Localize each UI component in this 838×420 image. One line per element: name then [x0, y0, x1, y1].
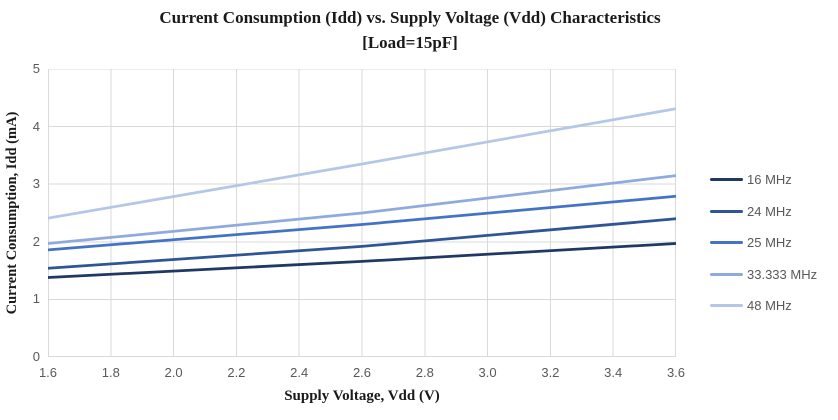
x-tick-label: 3.4	[604, 365, 623, 380]
series-line-24-mhz	[48, 217, 676, 270]
chart-title-line2: [Load=15pF]	[362, 33, 458, 52]
legend-item-48mhz: 48 MHz	[710, 290, 817, 322]
y-tick-label: 4	[32, 118, 40, 134]
x-tick-label: 3.6	[666, 365, 686, 380]
x-tick-label: 3.0	[478, 365, 497, 380]
y-tick-label: 1	[32, 291, 40, 307]
legend-line-swatch	[710, 272, 743, 276]
y-tick-label: 0	[32, 349, 40, 364]
series-line-48-mhz	[48, 107, 676, 220]
legend-label: 48 MHz	[747, 298, 792, 314]
legend-item-16mhz: 16 MHz	[710, 164, 817, 196]
legend-line-swatch	[710, 209, 743, 213]
legend: 16 MHz 24 MHz 25 MHz 33.333 MHz 48 MHz	[710, 164, 817, 322]
y-tick-label: 3	[32, 176, 40, 192]
legend-item-33mhz: 33.333 MHz	[710, 259, 817, 291]
x-tick-label: 2.2	[227, 365, 246, 380]
x-axis-title: Supply Voltage, Vdd (V)	[284, 388, 440, 404]
series-line-25-mhz	[48, 194, 676, 252]
series-line-16-mhz	[48, 242, 676, 279]
legend-label: 33.333 MHz	[747, 266, 818, 282]
x-tick-label: 1.6	[38, 365, 58, 380]
y-axis-title: Current Consumption, Idd (mA)	[4, 111, 20, 315]
x-tick-label: 3.2	[541, 365, 560, 380]
y-tick-label: 5	[32, 61, 40, 76]
x-tick-label: 2.4	[290, 365, 309, 380]
x-tick-label: 2.0	[164, 365, 183, 380]
y-tick-label: 2	[32, 233, 40, 249]
legend-label: 24 MHz	[747, 203, 792, 219]
legend-line-swatch	[710, 178, 743, 182]
plot-area	[48, 69, 676, 357]
series-line-33-333-mhz	[48, 174, 676, 245]
chart-title-line1: Current Consumption (Idd) vs. Supply Vol…	[159, 8, 661, 27]
legend-label: 16 MHz	[747, 172, 792, 188]
chart-title: Current Consumption (Idd) vs. Supply Vol…	[0, 5, 820, 55]
x-tick-label: 2.6	[352, 365, 372, 380]
legend-label: 25 MHz	[747, 235, 792, 251]
x-tick-label: 2.8	[415, 365, 434, 380]
x-tick-label: 1.8	[101, 365, 120, 380]
legend-item-24mhz: 24 MHz	[710, 196, 817, 228]
legend-line-swatch	[710, 241, 743, 245]
legend-line-swatch	[710, 304, 743, 308]
legend-item-25mhz: 25 MHz	[710, 227, 817, 259]
